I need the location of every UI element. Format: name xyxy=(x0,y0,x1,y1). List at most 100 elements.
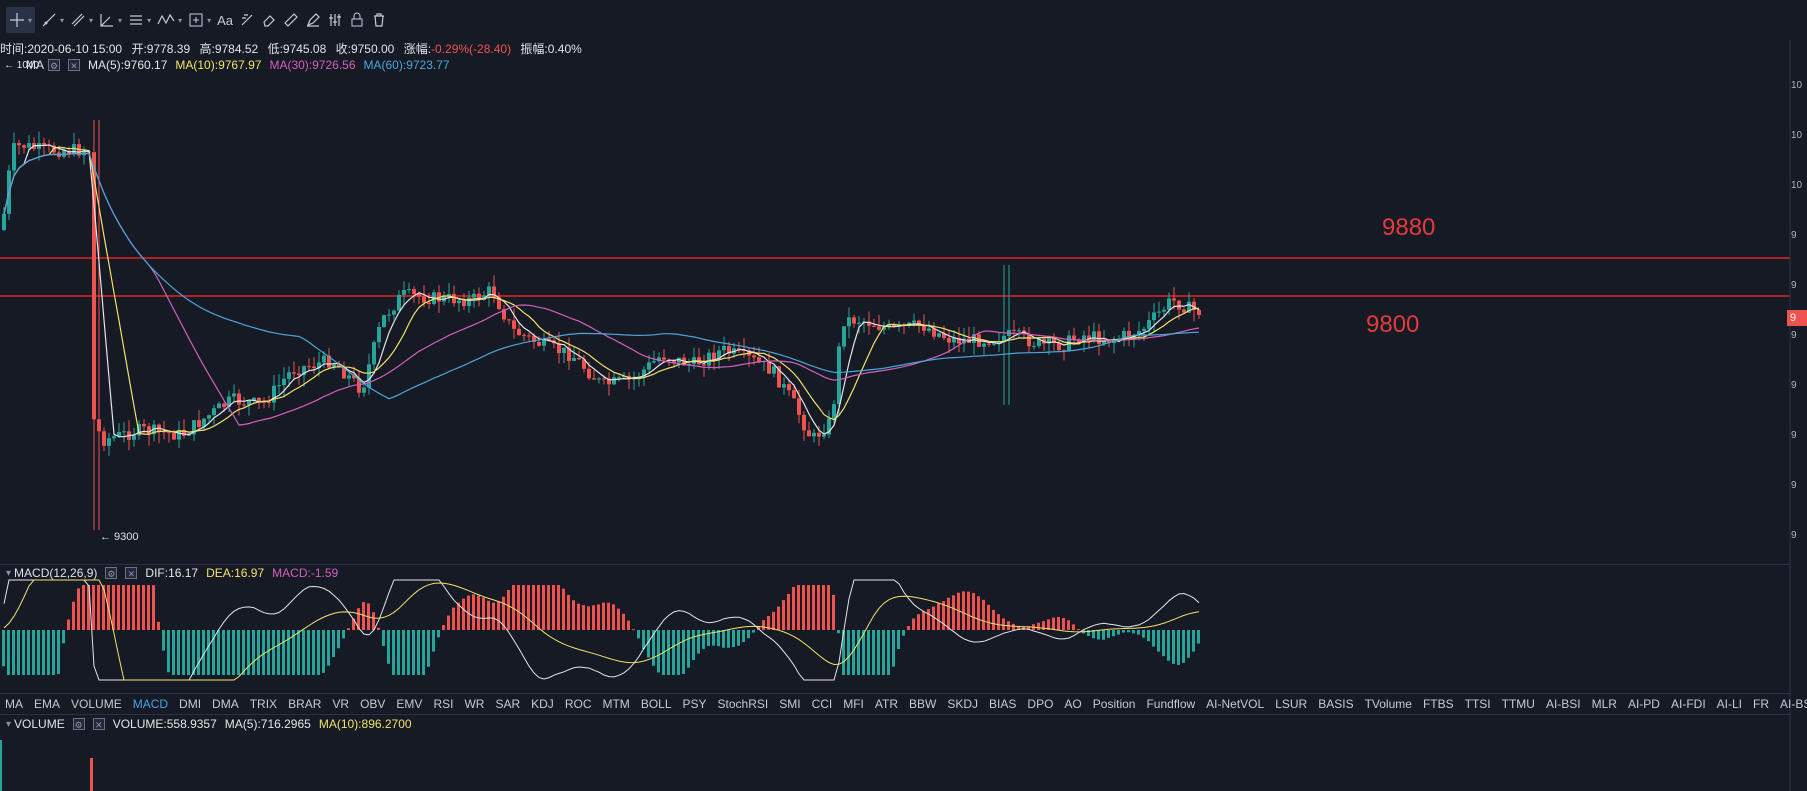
candle-body xyxy=(12,143,16,171)
tab-kdj[interactable]: KDJ xyxy=(531,697,554,711)
candle-body xyxy=(497,297,501,310)
tab-stochrsi[interactable]: StochRSI xyxy=(717,697,769,711)
lock-icon[interactable] xyxy=(349,7,365,33)
settings-icon[interactable]: ⚙ xyxy=(72,718,85,730)
tab-atr[interactable]: ATR xyxy=(874,697,899,711)
candle-body xyxy=(117,432,121,437)
tab-bias[interactable]: BIAS xyxy=(989,697,1017,711)
tab-skdj[interactable]: SKDJ xyxy=(947,697,979,711)
candle-body xyxy=(327,355,331,368)
volume-ma10-value: MA(10):896.2700 xyxy=(318,717,412,731)
candle-body xyxy=(1162,309,1166,312)
settings-bars-icon[interactable] xyxy=(327,7,343,33)
tab-tvolume[interactable]: TVolume xyxy=(1364,697,1412,711)
macd-bar xyxy=(242,630,245,675)
tab-ttmu[interactable]: TTMU xyxy=(1501,697,1535,711)
tab-wr[interactable]: WR xyxy=(464,697,485,711)
tab-ao[interactable]: AO xyxy=(1064,697,1082,711)
axis-tick: 10 xyxy=(1791,130,1803,141)
close-icon[interactable]: ✕ xyxy=(92,718,105,730)
tab-rsi[interactable]: RSI xyxy=(433,697,454,711)
tab-boll[interactable]: BOLL xyxy=(640,697,672,711)
candle-body xyxy=(797,398,801,415)
tab-emv[interactable]: EMV xyxy=(396,697,423,711)
candle-body xyxy=(842,326,846,347)
pen-icon[interactable] xyxy=(305,7,321,33)
tab-ai-fdi[interactable]: AI-FDI xyxy=(1670,697,1706,711)
crosshair-icon[interactable]: ▾ xyxy=(6,7,36,33)
tab-macd[interactable]: MACD xyxy=(132,697,169,711)
tab-dma[interactable]: DMA xyxy=(212,697,239,711)
candle-body xyxy=(817,432,821,437)
settings-icon[interactable]: ⚙ xyxy=(105,567,118,579)
tab-sar[interactable]: SAR xyxy=(495,697,521,711)
tab-psy[interactable]: PSY xyxy=(682,697,707,711)
tab-position[interactable]: Position xyxy=(1092,697,1136,711)
tab-ai-bsi[interactable]: AI-BSI xyxy=(1545,697,1581,711)
tab-bbw[interactable]: BBW xyxy=(909,697,937,711)
ruler-icon[interactable] xyxy=(283,7,299,33)
candle-body xyxy=(282,378,286,386)
settings-icon[interactable]: ⚙ xyxy=(48,59,60,71)
tab-vr[interactable]: VR xyxy=(332,697,350,711)
wave-icon[interactable]: ▾ xyxy=(157,7,182,33)
fib-icon[interactable]: ▾ xyxy=(70,7,93,33)
tab-cci[interactable]: CCI xyxy=(811,697,833,711)
close-icon[interactable]: ✕ xyxy=(125,567,138,579)
macd-bar xyxy=(717,630,720,647)
lines-icon[interactable]: ▾ xyxy=(128,7,151,33)
tab-brar[interactable]: BRAR xyxy=(288,697,322,711)
tab-trix[interactable]: TRIX xyxy=(249,697,278,711)
candle-body xyxy=(272,385,276,403)
tab-dmi[interactable]: DMI xyxy=(179,697,202,711)
macd-bar xyxy=(382,630,385,647)
pane-divider[interactable] xyxy=(0,714,1790,715)
tab-fundflow[interactable]: Fundflow xyxy=(1146,697,1196,711)
macd-bar xyxy=(762,620,765,630)
tab-dpo[interactable]: DPO xyxy=(1027,697,1054,711)
candle-body xyxy=(927,328,931,331)
tab-ma[interactable]: MA xyxy=(5,697,23,711)
tab-ai-pd[interactable]: AI-PD xyxy=(1627,697,1660,711)
macd-bar xyxy=(77,588,80,630)
candle-body xyxy=(347,375,351,379)
close-icon[interactable]: ✕ xyxy=(68,59,80,71)
tab-basis[interactable]: BASIS xyxy=(1318,697,1354,711)
candle-body xyxy=(562,347,566,354)
tab-mtm[interactable]: MTM xyxy=(602,697,630,711)
tab-ai-li[interactable]: AI-LI xyxy=(1716,697,1742,711)
tab-ai-netvol[interactable]: AI-NetVOL xyxy=(1206,697,1265,711)
macd-bar xyxy=(722,630,725,648)
macd-bar xyxy=(402,630,405,675)
tab-ttsi[interactable]: TTSI xyxy=(1464,697,1491,711)
tab-ema[interactable]: EMA xyxy=(34,697,61,711)
eraser-icon[interactable] xyxy=(261,7,277,33)
tab-roc[interactable]: ROC xyxy=(564,697,592,711)
angle-icon[interactable]: ▾ xyxy=(99,7,122,33)
macd-bar xyxy=(317,630,320,675)
tab-ai-bst[interactable]: AI-BST xyxy=(1780,697,1807,711)
tab-volume[interactable]: VOLUME xyxy=(71,697,122,711)
macd-bar xyxy=(882,630,885,675)
tab-mfi[interactable]: MFI xyxy=(843,697,864,711)
measure-icon[interactable]: ▾ xyxy=(188,7,211,33)
macd-bar xyxy=(1132,630,1135,634)
pane-divider[interactable] xyxy=(0,564,1790,565)
brush-icon[interactable] xyxy=(239,7,255,33)
tab-mlr[interactable]: MLR xyxy=(1591,697,1617,711)
tab-smi[interactable]: SMI xyxy=(779,697,801,711)
macd-bar xyxy=(857,630,860,675)
macd-bar xyxy=(852,630,855,675)
candle-body xyxy=(512,320,516,329)
tab-obv[interactable]: OBV xyxy=(360,697,386,711)
tab-fr[interactable]: FR xyxy=(1753,697,1769,711)
text-label[interactable]: Aa xyxy=(217,7,233,33)
macd-bar xyxy=(212,630,215,675)
tab-ftbs[interactable]: FTBS xyxy=(1422,697,1454,711)
trend-line-icon[interactable]: ▾ xyxy=(41,7,64,33)
candle-body xyxy=(827,418,831,435)
pane-divider[interactable] xyxy=(0,693,1790,694)
tab-lsur[interactable]: LSUR xyxy=(1275,697,1308,711)
trash-icon[interactable] xyxy=(371,7,387,33)
